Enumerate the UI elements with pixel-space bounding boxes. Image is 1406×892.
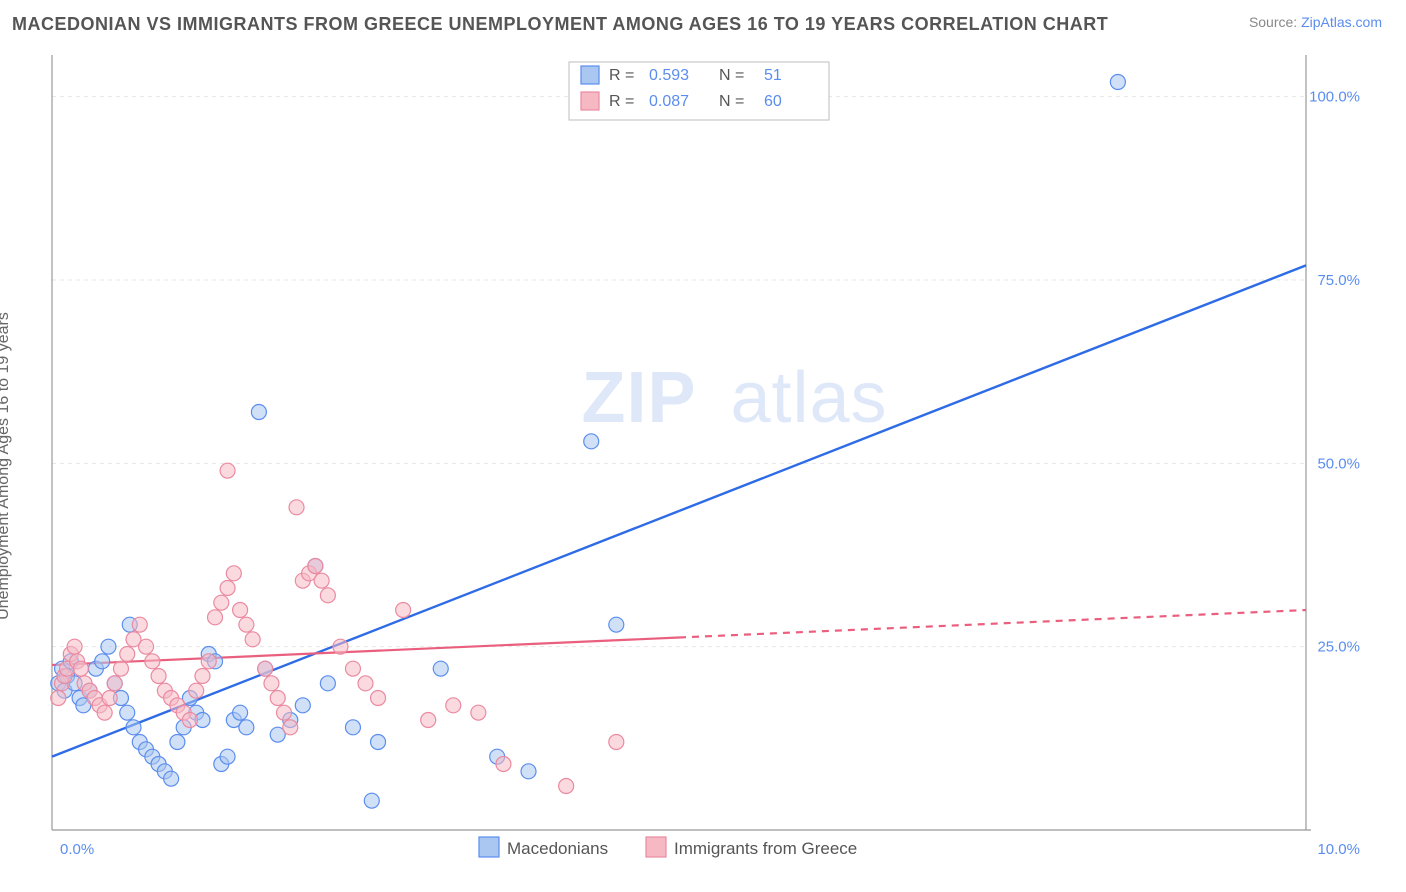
data-point [233, 603, 248, 618]
y-tick-label: 100.0% [1309, 89, 1360, 106]
data-point [270, 691, 285, 706]
legend-r-value: 0.593 [649, 67, 689, 84]
data-point [189, 683, 204, 698]
y-tick-label: 75.0% [1317, 272, 1360, 289]
data-point [609, 735, 624, 750]
data-point [276, 705, 291, 720]
legend-label: Immigrants from Greece [674, 839, 857, 858]
data-point [471, 705, 486, 720]
legend-r-label: R = [609, 67, 634, 84]
legend-n-label: N = [719, 93, 744, 110]
data-point [164, 771, 179, 786]
scatter-chart: 25.0% 50.0% 75.0% 100.0% ZIP atlas 0.0% 10.0% R … [0, 40, 1406, 892]
data-point [295, 698, 310, 713]
y-axis-label: Unemployment Among Ages 16 to 19 years [0, 158, 13, 466]
data-point [446, 698, 461, 713]
data-point [151, 669, 166, 684]
legend-r-label: R = [609, 93, 634, 110]
data-point [371, 735, 386, 750]
data-point [559, 779, 574, 794]
y-tick-label: 25.0% [1317, 639, 1360, 656]
y-tick-label: 50.0% [1317, 455, 1360, 472]
data-point [239, 720, 254, 735]
data-point [170, 735, 185, 750]
data-point [320, 676, 335, 691]
data-point [364, 793, 379, 808]
data-point [1110, 75, 1125, 90]
data-point [308, 559, 323, 574]
data-point [245, 632, 260, 647]
data-point [132, 617, 147, 632]
legend-n-label: N = [719, 67, 744, 84]
data-point [264, 676, 279, 691]
legend-swatch [646, 837, 666, 857]
data-point [95, 654, 110, 669]
data-point [345, 720, 360, 735]
data-point [251, 405, 266, 420]
data-point [220, 581, 235, 596]
watermark-text: ZIP [581, 358, 696, 438]
data-point [314, 573, 329, 588]
source-credit: Source: ZipAtlas.com [1249, 14, 1382, 30]
data-point [521, 764, 536, 779]
data-point [396, 603, 411, 618]
data-point [220, 463, 235, 478]
data-point [421, 713, 436, 728]
data-point [226, 566, 241, 581]
data-point [113, 661, 128, 676]
legend-n-value: 51 [764, 67, 782, 84]
data-point [139, 639, 154, 654]
x-tick-label: 0.0% [60, 841, 94, 858]
data-point [97, 705, 112, 720]
data-point [120, 647, 135, 662]
data-point [584, 434, 599, 449]
data-point [73, 661, 88, 676]
data-point [120, 705, 135, 720]
data-point [145, 654, 160, 669]
legend-swatch [581, 92, 599, 110]
legend-label: Macedonians [507, 839, 608, 858]
source-link[interactable]: ZipAtlas.com [1301, 14, 1382, 30]
data-point [182, 713, 197, 728]
data-point [201, 654, 216, 669]
data-point [258, 661, 273, 676]
legend-swatch [581, 66, 599, 84]
data-point [239, 617, 254, 632]
data-point [433, 661, 448, 676]
data-point [107, 676, 122, 691]
data-point [101, 639, 116, 654]
x-tick-label: 10.0% [1317, 841, 1360, 858]
stats-legend: R = 0.593 N = 51 R = 0.087 N = 60 [569, 62, 829, 120]
data-point [289, 500, 304, 515]
data-point [333, 639, 348, 654]
page-title: MACEDONIAN VS IMMIGRANTS FROM GREECE UNE… [12, 14, 1108, 35]
trend-line [52, 511, 679, 757]
watermark-text: atlas [730, 358, 887, 438]
data-point [51, 691, 66, 706]
data-point [67, 639, 82, 654]
data-point [102, 691, 117, 706]
trend-line-extension [679, 610, 1306, 638]
data-point [496, 757, 511, 772]
data-point [208, 610, 223, 625]
legend-swatch [479, 837, 499, 857]
chart-area: Unemployment Among Ages 16 to 19 years 2… [0, 40, 1406, 892]
data-point [233, 705, 248, 720]
data-point [609, 617, 624, 632]
data-point [220, 749, 235, 764]
data-point [371, 691, 386, 706]
legend-n-value: 60 [764, 93, 782, 110]
data-point [214, 595, 229, 610]
series-legend: Macedonians Immigrants from Greece [479, 837, 857, 858]
source-label: Source: [1249, 14, 1301, 30]
data-point [320, 588, 335, 603]
header: MACEDONIAN VS IMMIGRANTS FROM GREECE UNE… [0, 0, 1406, 35]
legend-r-value: 0.087 [649, 93, 689, 110]
data-point [358, 676, 373, 691]
data-point [195, 669, 210, 684]
data-point [283, 720, 298, 735]
data-point [345, 661, 360, 676]
data-point [126, 720, 141, 735]
